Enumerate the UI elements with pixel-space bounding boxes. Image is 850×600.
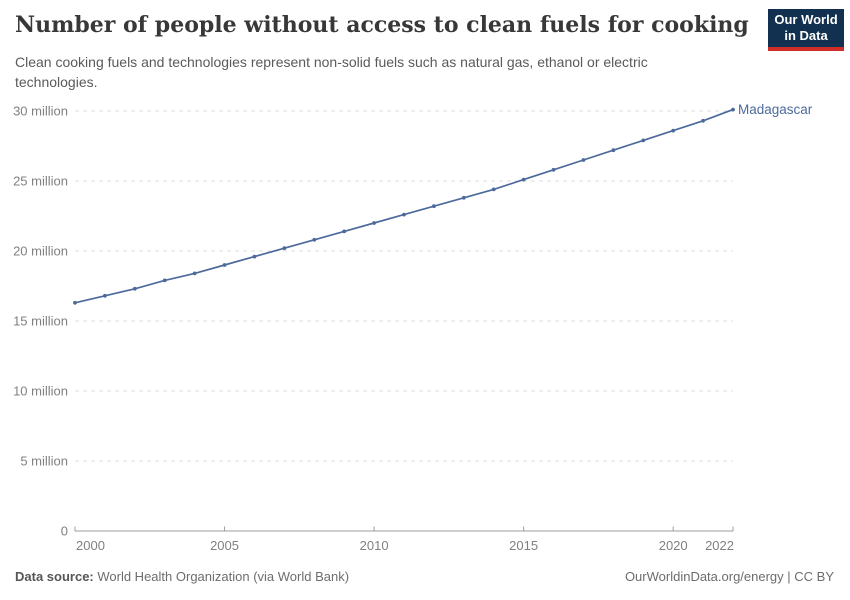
data-line	[74, 108, 734, 304]
data-point	[162, 278, 167, 283]
data-point	[252, 254, 257, 259]
data-point	[641, 138, 646, 143]
y-tick-label: 25 million	[13, 174, 68, 189]
data-source-value: World Health Organization (via World Ban…	[93, 569, 350, 584]
data-point	[731, 107, 735, 112]
data-point	[402, 212, 406, 217]
data-point	[222, 263, 227, 267]
owid-logo[interactable]: Our World in Data	[768, 9, 844, 51]
credit-link[interactable]: OurWorldinData.org/energy | CC BY	[624, 569, 834, 584]
x-tick-label: 2015	[509, 538, 538, 553]
x-tick-label: 2010	[360, 538, 389, 553]
y-tick-label: 30 million	[13, 104, 68, 119]
data-point	[581, 158, 586, 162]
data-point	[432, 204, 436, 209]
y-tick-label: 5 million	[20, 454, 68, 469]
data-point	[312, 237, 317, 242]
data-point	[551, 167, 556, 172]
data-point	[103, 293, 107, 298]
data-point	[671, 128, 676, 133]
data-point	[372, 221, 376, 225]
chart-subtitle: Clean cooking fuels and technologies rep…	[15, 54, 648, 91]
y-tick-label: 0	[61, 524, 68, 539]
data-point	[491, 187, 496, 192]
data-point	[192, 271, 197, 276]
owid-logo-line1: Our World	[774, 11, 838, 27]
entity-label[interactable]: Madagascar	[738, 102, 813, 117]
data-point	[611, 148, 616, 153]
data-point	[461, 195, 466, 200]
x-tick-label: 2005	[210, 538, 239, 553]
data-point	[521, 177, 526, 182]
x-tick-label: 2020	[659, 538, 688, 553]
data-source-note: Data source: World Health Organization (…	[15, 569, 349, 584]
data-point	[701, 118, 705, 123]
data-point	[282, 246, 287, 251]
y-tick-label: 15 million	[13, 314, 68, 329]
y-tick-label: 20 million	[13, 244, 68, 259]
x-tick-label: 2000	[76, 538, 105, 553]
data-point	[132, 286, 137, 291]
x-tick-label: 2022	[705, 538, 734, 553]
page-title: Number of people without access to clean…	[15, 12, 749, 38]
data-point	[342, 229, 347, 234]
y-tick-label: 10 million	[13, 384, 68, 399]
owid-logo-line2: in Data	[784, 28, 828, 43]
data-point	[73, 300, 77, 305]
data-source-label: Data source:	[15, 569, 94, 584]
